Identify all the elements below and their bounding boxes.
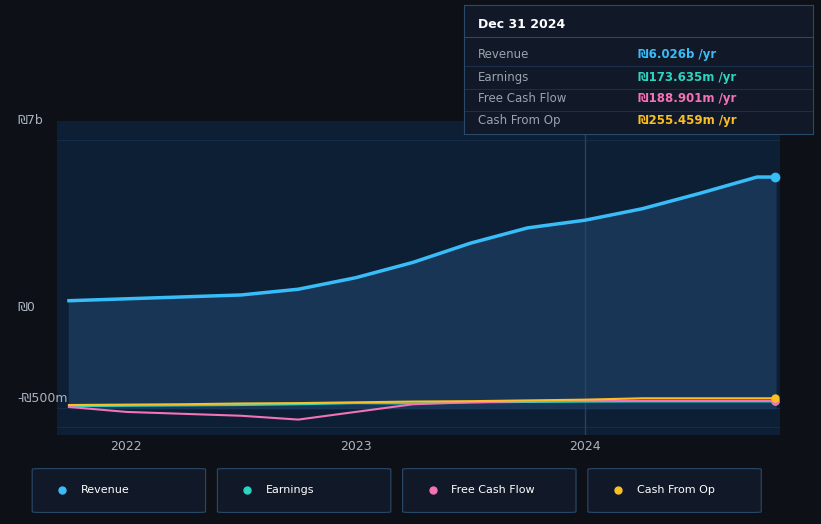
FancyBboxPatch shape	[218, 468, 391, 512]
Text: ₪255.459m /yr: ₪255.459m /yr	[639, 114, 737, 127]
Text: ₪7b: ₪7b	[18, 114, 44, 127]
Text: ₪0: ₪0	[18, 301, 35, 314]
Text: Earnings: Earnings	[478, 71, 530, 84]
FancyBboxPatch shape	[402, 468, 576, 512]
Text: ₪6.026b /yr: ₪6.026b /yr	[639, 48, 717, 61]
Text: ₪173.635m /yr: ₪173.635m /yr	[639, 71, 736, 84]
Text: Free Cash Flow: Free Cash Flow	[452, 485, 535, 495]
Text: ₪188.901m /yr: ₪188.901m /yr	[639, 92, 736, 105]
Text: Revenue: Revenue	[478, 48, 530, 61]
Text: Past: Past	[756, 125, 779, 135]
Text: Dec 31 2024: Dec 31 2024	[478, 18, 565, 31]
Text: Earnings: Earnings	[266, 485, 314, 495]
FancyBboxPatch shape	[32, 468, 205, 512]
Text: Cash From Op: Cash From Op	[637, 485, 714, 495]
Text: -₪500m: -₪500m	[18, 392, 68, 405]
FancyBboxPatch shape	[588, 468, 761, 512]
Text: Cash From Op: Cash From Op	[478, 114, 560, 127]
Text: Revenue: Revenue	[81, 485, 130, 495]
Text: Free Cash Flow: Free Cash Flow	[478, 92, 566, 105]
